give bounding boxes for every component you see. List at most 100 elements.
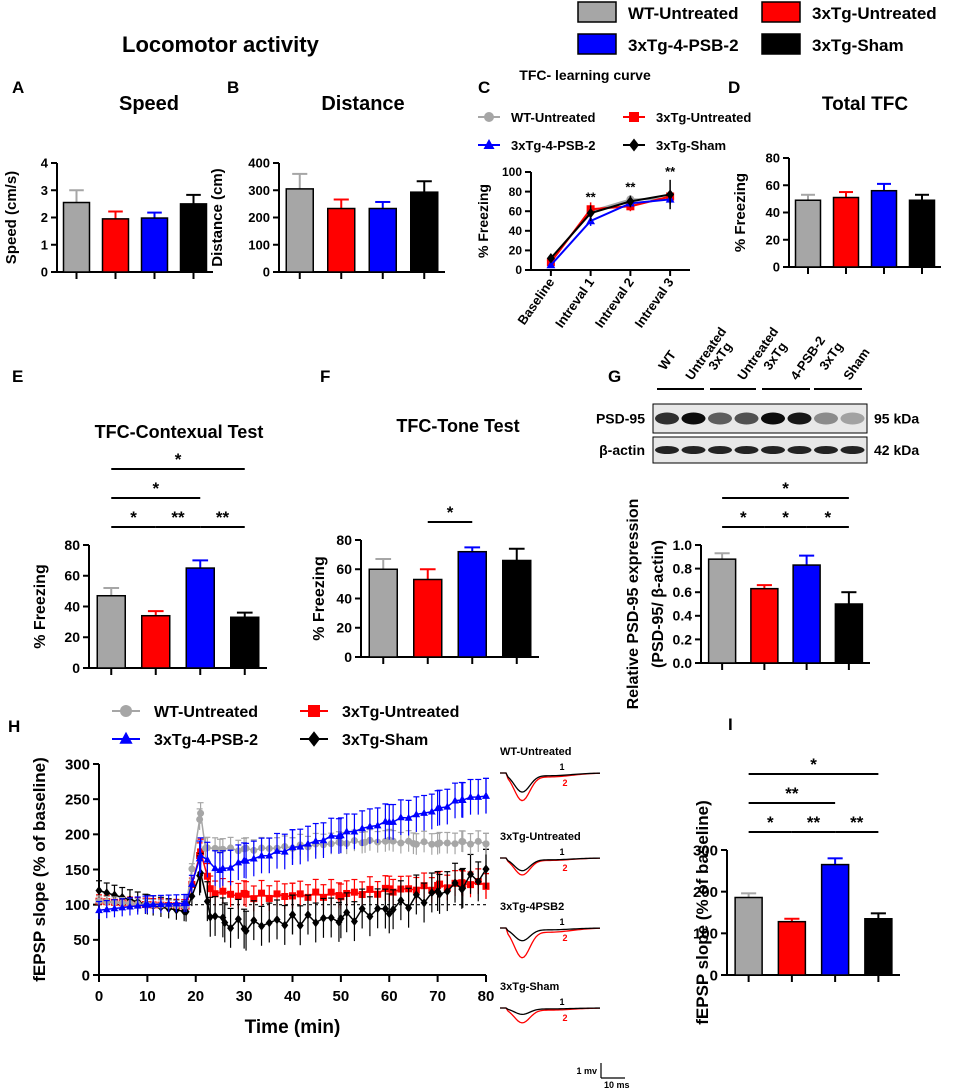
y-tick-label: 0 <box>773 260 780 275</box>
panel-label: H <box>8 717 20 736</box>
scale-bar-voltage: 1 mv <box>576 1066 597 1076</box>
figure-title: Locomotor activity <box>122 32 320 57</box>
trace-label: WT-Untreated <box>500 746 572 758</box>
chart-title: TFC-Contexual Test <box>95 422 264 442</box>
data-point <box>435 803 444 811</box>
data-point <box>118 903 127 911</box>
data-point <box>467 869 475 879</box>
y-tick-label: 40 <box>336 590 352 606</box>
significance-label: * <box>782 479 789 498</box>
data-point <box>466 792 475 800</box>
y-tick-label: 80 <box>336 532 352 548</box>
bar-3xtg-4-psb-2 <box>870 189 898 268</box>
bar-3xtg-4-psb-2 <box>140 217 169 273</box>
blot-band <box>708 446 732 454</box>
legend-label-untreated: 3xTg-Untreated <box>812 4 937 23</box>
data-point <box>451 878 459 888</box>
trace-number-1: 1 <box>559 997 564 1007</box>
bar-3xtg-4-psb-2 <box>457 550 487 658</box>
data-point <box>385 909 393 919</box>
data-point <box>182 899 190 907</box>
data-point <box>666 189 675 200</box>
legend-label: 3xTg-Untreated <box>656 110 751 125</box>
data-point <box>327 831 336 839</box>
panel-label: A <box>12 78 24 97</box>
data-point <box>389 817 397 825</box>
significance-label: ** <box>216 508 230 527</box>
blot-band <box>840 446 865 454</box>
trace-post <box>500 1007 601 1024</box>
data-point <box>427 807 436 815</box>
panel-G: G Relative PSD-95 expression (PSD-95/ β-ac… <box>608 367 870 709</box>
bar-3xtg-sham <box>864 918 893 976</box>
legend-label: WT-Untreated <box>511 110 596 125</box>
y-tick-label: 200 <box>693 884 718 901</box>
blot-band <box>761 446 785 454</box>
blot-band <box>734 412 759 425</box>
data-point <box>474 877 482 887</box>
data-point <box>257 851 266 859</box>
data-point <box>412 890 420 900</box>
data-point <box>242 890 250 898</box>
blot-band <box>814 412 838 425</box>
panel-B: B Distance Distance (cm) 0 100 200 300 400 <box>209 78 445 280</box>
data-point <box>337 913 345 924</box>
data-point <box>311 836 320 844</box>
data-point <box>249 854 258 862</box>
legend-label: 3xTg-Sham <box>342 732 428 749</box>
blot-band <box>734 446 759 454</box>
data-point <box>197 809 205 817</box>
scale-bar-time: 10 ms <box>604 1080 630 1090</box>
data-point <box>482 791 490 799</box>
trace-pre <box>500 857 601 872</box>
data-point <box>474 792 483 800</box>
data-point <box>436 839 444 847</box>
x-tick-label: Intreval 2 <box>592 275 637 330</box>
data-point <box>312 918 320 928</box>
bar-3xtg-sham <box>502 559 532 658</box>
data-point <box>428 840 436 848</box>
data-point <box>335 917 343 927</box>
data-point <box>273 846 281 854</box>
panel-label: D <box>728 78 740 97</box>
y-tick-label: 40 <box>766 205 780 220</box>
data-point <box>188 879 196 887</box>
data-point <box>436 889 444 899</box>
legend-marker <box>483 139 495 149</box>
data-point <box>110 890 118 900</box>
data-point <box>366 911 374 922</box>
figure-legend: WT-Untreated 3xTg-Untreated 3xTg-4-PSB-2 3x… <box>577 1 937 55</box>
legend-label: 3xTg-4-PSB-2 <box>511 138 596 153</box>
y-tick-label: 20 <box>64 629 80 645</box>
bar-wt-untreated <box>734 896 763 976</box>
significance-label: ** <box>171 508 185 527</box>
data-point <box>250 895 258 903</box>
panel-label: G <box>608 367 621 386</box>
legend-marker <box>484 112 494 122</box>
y-tick-label: 60 <box>766 178 780 193</box>
data-point <box>265 851 274 859</box>
y-tick-label: 80 <box>64 537 80 553</box>
y-tick-label: 100 <box>248 237 270 252</box>
trace-number-2: 2 <box>562 863 567 873</box>
y-tick-label: 20 <box>509 244 523 258</box>
y-tick-label: 250 <box>65 791 90 808</box>
data-point <box>211 890 219 898</box>
data-point <box>203 855 212 863</box>
y-tick-label: 100 <box>65 897 90 914</box>
trace-number-2: 2 <box>562 1013 567 1023</box>
panel-label: I <box>728 715 733 734</box>
y-tick-label: 400 <box>248 156 270 171</box>
data-point <box>280 847 289 855</box>
y-axis-label-2: (PSD-95/ β-actin) <box>650 540 667 668</box>
legend-label: 3xTg-4-PSB-2 <box>154 732 258 749</box>
blot-band <box>787 446 812 454</box>
y-tick-label: 100 <box>693 926 718 943</box>
data-point <box>312 888 320 896</box>
y-axis-label: % Freezing <box>732 173 749 252</box>
significance-label: * <box>740 508 747 527</box>
y-tick-label: 150 <box>65 862 90 879</box>
data-point <box>327 888 335 896</box>
blot-band <box>840 412 865 425</box>
